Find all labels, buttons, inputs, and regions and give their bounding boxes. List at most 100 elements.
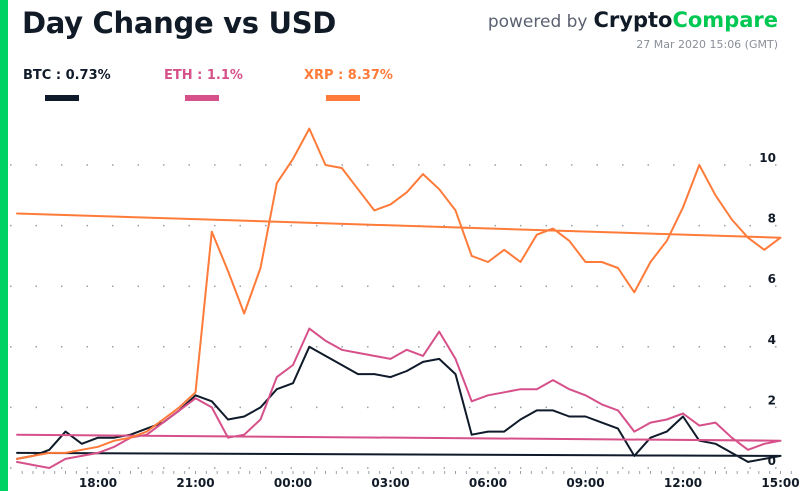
x-tick-label: 12:00: [664, 476, 702, 490]
data-point-btc: [730, 452, 733, 454]
data-point-xrp: [584, 261, 587, 263]
data-point-eth: [779, 439, 782, 442]
data-point-eth: [145, 433, 148, 436]
data-point-btc: [340, 364, 343, 366]
data-point-eth: [373, 355, 376, 357]
data-point-btc: [552, 409, 554, 412]
data-point-xrp: [487, 261, 489, 263]
data-point-btc: [568, 415, 571, 418]
data-point-eth: [357, 352, 359, 354]
data-point-btc: [227, 418, 229, 421]
data-point-btc: [779, 455, 782, 457]
data-point-btc: [259, 406, 262, 409]
data-point-eth: [454, 358, 457, 360]
data-point-eth: [747, 449, 749, 451]
legend-btc[interactable]: BTC : 0.73%: [23, 68, 111, 83]
data-point-xrp: [162, 418, 164, 421]
data-point-eth: [15, 433, 18, 436]
data-point-btc: [665, 430, 668, 433]
data-point-btc: [454, 373, 457, 375]
data-point-xrp: [64, 452, 67, 454]
data-point-eth: [243, 433, 246, 436]
data-point-xrp: [275, 182, 278, 184]
data-point-xrp: [259, 267, 262, 269]
data-point-btc: [503, 430, 506, 433]
data-point-btc: [617, 427, 619, 430]
data-point-xrp: [552, 227, 554, 230]
data-point-xrp: [633, 291, 636, 294]
data-point-xrp: [48, 452, 51, 454]
brand-logo-crypto: Crypto: [593, 8, 673, 32]
data-point-btc: [714, 442, 717, 445]
data-point-xrp: [227, 270, 229, 272]
data-point-btc: [373, 373, 376, 375]
data-point-xrp: [113, 439, 116, 442]
data-point-btc: [405, 370, 408, 372]
data-point-eth: [32, 464, 34, 466]
data-point-xrp: [145, 430, 148, 433]
data-point-btc: [389, 376, 392, 378]
x-tick-label: 09:00: [566, 476, 604, 490]
data-point-eth: [308, 327, 311, 330]
data-point-eth: [80, 455, 83, 457]
data-point-xrp: [714, 194, 717, 197]
data-point-eth: [389, 358, 392, 360]
data-point-btc: [747, 461, 749, 463]
y-tick-label: 4: [768, 333, 776, 347]
data-point-btc: [48, 449, 51, 451]
data-point-eth: [568, 388, 571, 391]
x-tick-label: 00:00: [274, 476, 312, 490]
legend-eth[interactable]: ETH : 1.1%: [164, 68, 243, 83]
data-point-eth: [633, 430, 636, 433]
data-point-xrp: [129, 436, 132, 439]
data-point-btc: [519, 418, 522, 421]
data-point-btc: [275, 388, 278, 391]
series-line-xrp: [16, 127, 782, 460]
data-point-btc: [324, 355, 327, 357]
data-point-xrp: [568, 239, 571, 242]
data-point-eth: [113, 445, 116, 448]
y-tick-label: 8: [768, 212, 776, 226]
data-point-eth: [64, 458, 67, 460]
data-point-xrp: [535, 233, 538, 236]
data-point-eth: [519, 388, 522, 391]
data-point-eth: [698, 424, 701, 427]
data-point-xrp: [308, 127, 311, 130]
x-tick-label: 18:00: [79, 476, 117, 490]
data-point-btc: [80, 442, 83, 445]
data-point-xrp: [617, 267, 619, 269]
data-point-xrp: [698, 164, 701, 166]
brand-logo-compare: Compare: [672, 8, 778, 32]
data-point-eth: [438, 330, 441, 333]
data-point-xrp: [32, 455, 34, 457]
data-point-eth: [730, 436, 733, 439]
data-point-eth: [259, 418, 262, 421]
data-point-eth: [162, 421, 164, 424]
timestamp: 27 Mar 2020 15:06 (GMT): [636, 38, 778, 51]
x-tick-label: 03:00: [371, 476, 409, 490]
data-point-xrp: [730, 218, 733, 221]
data-point-xrp: [324, 164, 327, 166]
data-point-eth: [340, 349, 343, 351]
legend-xrp[interactable]: XRP : 8.37%: [304, 68, 393, 83]
data-point-xrp: [389, 203, 392, 206]
data-point-btc: [438, 358, 441, 360]
data-point-xrp: [600, 261, 603, 263]
data-point-xrp: [665, 239, 668, 242]
data-point-xrp: [519, 261, 522, 263]
data-point-btc: [633, 455, 636, 457]
x-tick-label: 06:00: [469, 476, 507, 490]
data-point-btc: [243, 415, 246, 418]
data-point-xrp: [292, 158, 294, 160]
data-point-xrp: [649, 261, 652, 263]
y-tick-label: 10: [759, 151, 776, 165]
data-point-eth: [324, 339, 327, 342]
data-point-eth: [97, 452, 99, 454]
data-point-xrp: [357, 188, 359, 191]
data-point-xrp: [340, 167, 343, 169]
data-point-xrp: [454, 209, 457, 212]
data-point-btc: [470, 433, 473, 436]
x-tick-label: 15:00: [761, 476, 799, 490]
data-point-xrp: [178, 406, 181, 409]
data-point-eth: [665, 418, 668, 421]
